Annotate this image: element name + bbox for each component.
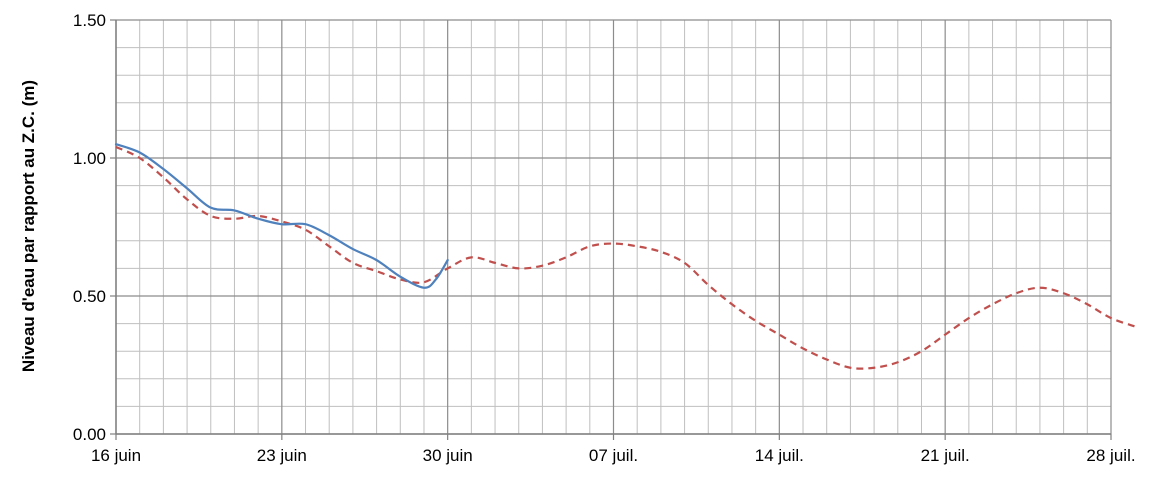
y-tick-labels: 0.00 0.50 1.00 1.50: [73, 11, 106, 444]
y-tick-label: 0.50: [73, 287, 106, 306]
series-lines: [114, 143, 1136, 370]
x-tick-label: 14 juil.: [755, 446, 804, 465]
major-gridlines: [115, 19, 1112, 435]
x-tick-labels: 16 juin 23 juin 30 juin 07 juil. 14 juil. 21 …: [91, 446, 1136, 465]
y-tick-label: 1.50: [73, 11, 106, 30]
axes: [110, 19, 1112, 440]
solid-series-line: [114, 143, 449, 289]
x-tick-label: 28 juil.: [1086, 446, 1135, 465]
y-tick-label: 0.00: [73, 425, 106, 444]
y-tick-label: 1.00: [73, 149, 106, 168]
x-tick-label: 30 juin: [423, 446, 473, 465]
dashed-series-line: [115, 145, 1136, 370]
x-tick-label: 07 juil.: [589, 446, 638, 465]
x-tick-label: 23 juin: [257, 446, 307, 465]
y-axis-label: Niveau d'eau par rapport au Z.C. (m): [19, 80, 38, 372]
x-tick-label: 21 juil.: [921, 446, 970, 465]
x-tick-label: 16 juin: [91, 446, 141, 465]
